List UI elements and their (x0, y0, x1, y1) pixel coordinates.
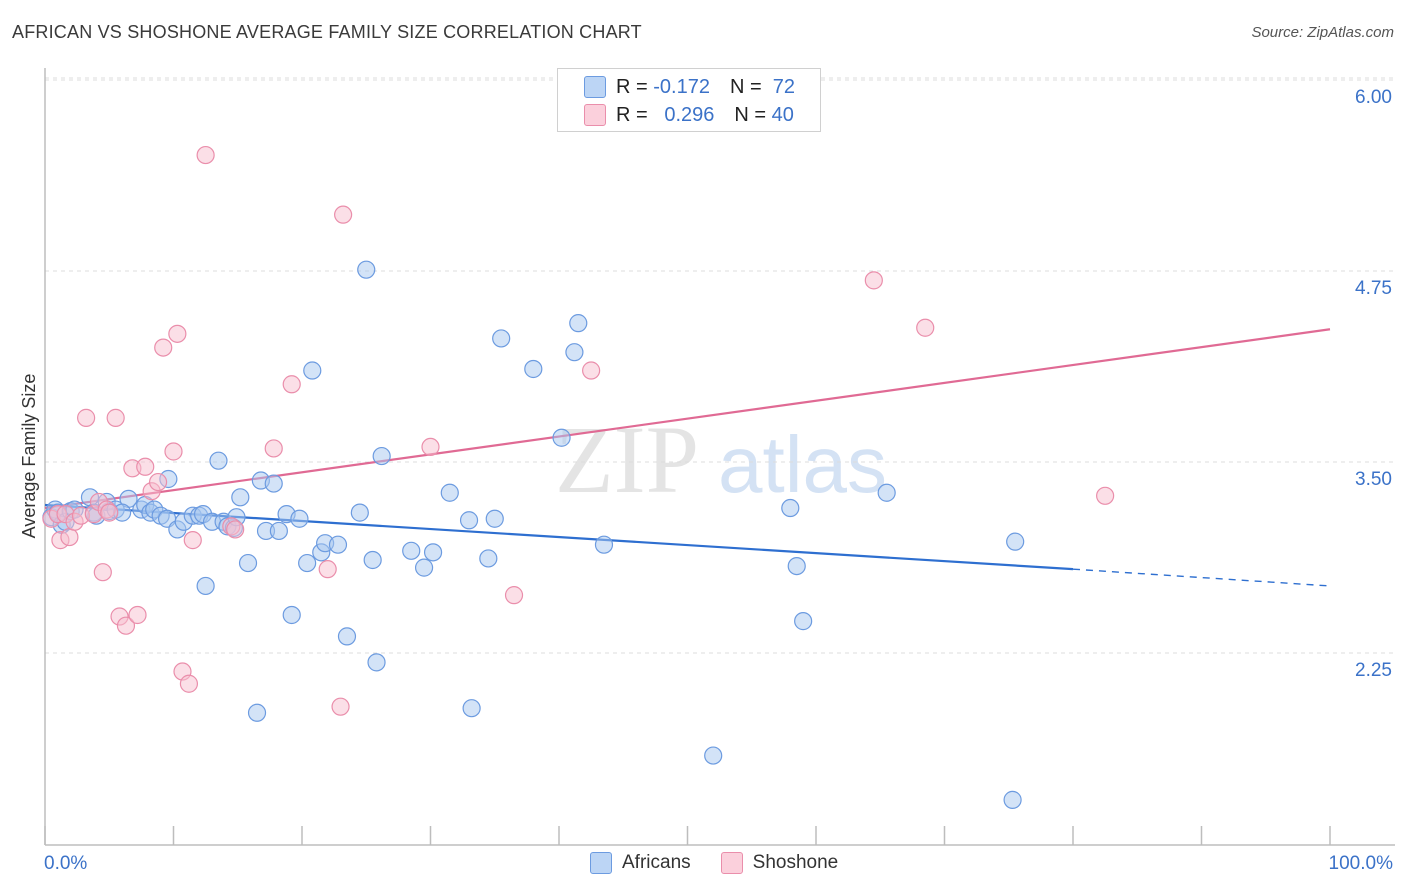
legend-row-shoshone: R = 0.296 N = 40 (584, 101, 794, 129)
shoshone-point (421, 437, 440, 457)
y-axis-label: Average Family Size (19, 374, 39, 539)
shoshone-point (168, 324, 187, 343)
africans-point (569, 314, 588, 333)
africans-point (247, 703, 267, 722)
africans-point (337, 627, 357, 646)
shoshone-point (60, 527, 79, 547)
shoshone-point (106, 408, 125, 427)
africans-point (594, 535, 614, 554)
watermark-atlas: atlas (718, 420, 887, 509)
shoshone-legend-icon (720, 852, 743, 874)
legend-item-shoshone[interactable]: Shoshone (720, 852, 839, 874)
legend-r-label-africans: R = (616, 75, 648, 98)
africans-point (459, 511, 479, 530)
africans-point (414, 558, 434, 577)
africans-point (552, 428, 571, 447)
shoshone-point (154, 338, 173, 357)
y-tick-label: 6.00 (1355, 87, 1392, 108)
shoshone-point (282, 375, 301, 394)
shoshone-point (100, 503, 119, 522)
africans-swatch-icon (584, 76, 606, 98)
africans-point (269, 521, 288, 541)
africans-point (303, 361, 322, 380)
legend-row-africans: R = -0.172 N = 72 (584, 73, 795, 101)
africans-point (372, 446, 391, 466)
africans-point (565, 343, 584, 362)
watermark-zip: ZIP (555, 406, 699, 513)
legend-label-shoshone: Shoshone (752, 852, 839, 873)
africans-point (524, 359, 543, 379)
shoshone-point (77, 408, 96, 427)
africans-point (282, 605, 301, 625)
shoshone-point (226, 520, 245, 539)
africans-point (357, 260, 376, 279)
africans-point (238, 553, 258, 573)
africans-point (367, 653, 386, 672)
africans-point (1003, 790, 1022, 809)
africans-point (787, 556, 806, 576)
x-tick-label-end: 100.0% (1329, 853, 1394, 874)
shoshone-point (136, 457, 155, 476)
africans-point (298, 553, 317, 573)
shoshone-point (504, 586, 524, 605)
legend-r-value-africans: -0.172 (653, 75, 710, 98)
africans-point (290, 509, 309, 528)
shoshone-point (179, 674, 199, 693)
shoshone-point (183, 531, 202, 550)
stats-legend: R = -0.172 N = 72 R = 0.296 N = 40 (557, 68, 821, 132)
chart-title: AFRICAN VS SHOSHONE AVERAGE FAMILY SIZE … (12, 22, 642, 42)
shoshone-point (864, 271, 883, 290)
source-label: Source: ZipAtlas.com (1251, 24, 1394, 41)
africans-point (492, 329, 511, 348)
africans-point (794, 612, 813, 631)
legend-item-africans[interactable]: Africans (590, 852, 691, 874)
africans-point (781, 498, 800, 518)
africans-point (350, 503, 369, 522)
africans-point (402, 541, 421, 560)
legend-n-label-africans: N = (729, 75, 762, 98)
x-tick-label-start: 0.0% (44, 853, 87, 874)
shoshone-point (916, 318, 935, 337)
africans-point (264, 474, 283, 493)
africans-point (196, 576, 215, 596)
africans-point (363, 550, 382, 570)
shoshone-point (1096, 486, 1115, 505)
y-tick-label: 3.50 (1355, 469, 1392, 490)
shoshone-point (264, 439, 283, 458)
shoshone-point (164, 442, 183, 461)
africans-point (1006, 532, 1025, 551)
africans-point (423, 543, 443, 562)
africans-point (704, 746, 723, 765)
shoshone-point (582, 361, 601, 380)
africans-point (440, 483, 459, 502)
legend-n-value-shoshone: 40 (771, 103, 794, 126)
legend-r-value-shoshone: 0.296 (664, 103, 715, 126)
africans-point (877, 483, 896, 502)
africans-point (231, 488, 250, 507)
legend-label-africans: Africans (622, 852, 691, 873)
africans-point (328, 535, 348, 554)
shoshone-point (334, 205, 353, 224)
legend-r-label-shoshone: R = (616, 103, 648, 126)
africans-point (485, 509, 504, 528)
africans-legend-icon (590, 852, 612, 874)
shoshone-point (116, 616, 136, 635)
shoshone-point (128, 605, 147, 625)
africans-trend-extension (1072, 568, 1331, 587)
series-legend: Africans Shoshone (590, 852, 868, 874)
shoshone-swatch-icon (584, 104, 606, 126)
shoshone-point (318, 560, 337, 579)
legend-n-label-shoshone: N = (734, 103, 767, 126)
shoshone-point (93, 563, 112, 582)
shoshone-point (148, 472, 168, 492)
africans-point (462, 699, 481, 718)
shoshone-point (331, 697, 350, 716)
africans-point (209, 451, 228, 470)
y-tick-label: 2.25 (1355, 660, 1392, 681)
legend-n-value-africans: 72 (772, 75, 796, 98)
y-tick-label: 4.75 (1355, 278, 1392, 299)
africans-point (479, 549, 498, 568)
shoshone-point (196, 145, 215, 165)
